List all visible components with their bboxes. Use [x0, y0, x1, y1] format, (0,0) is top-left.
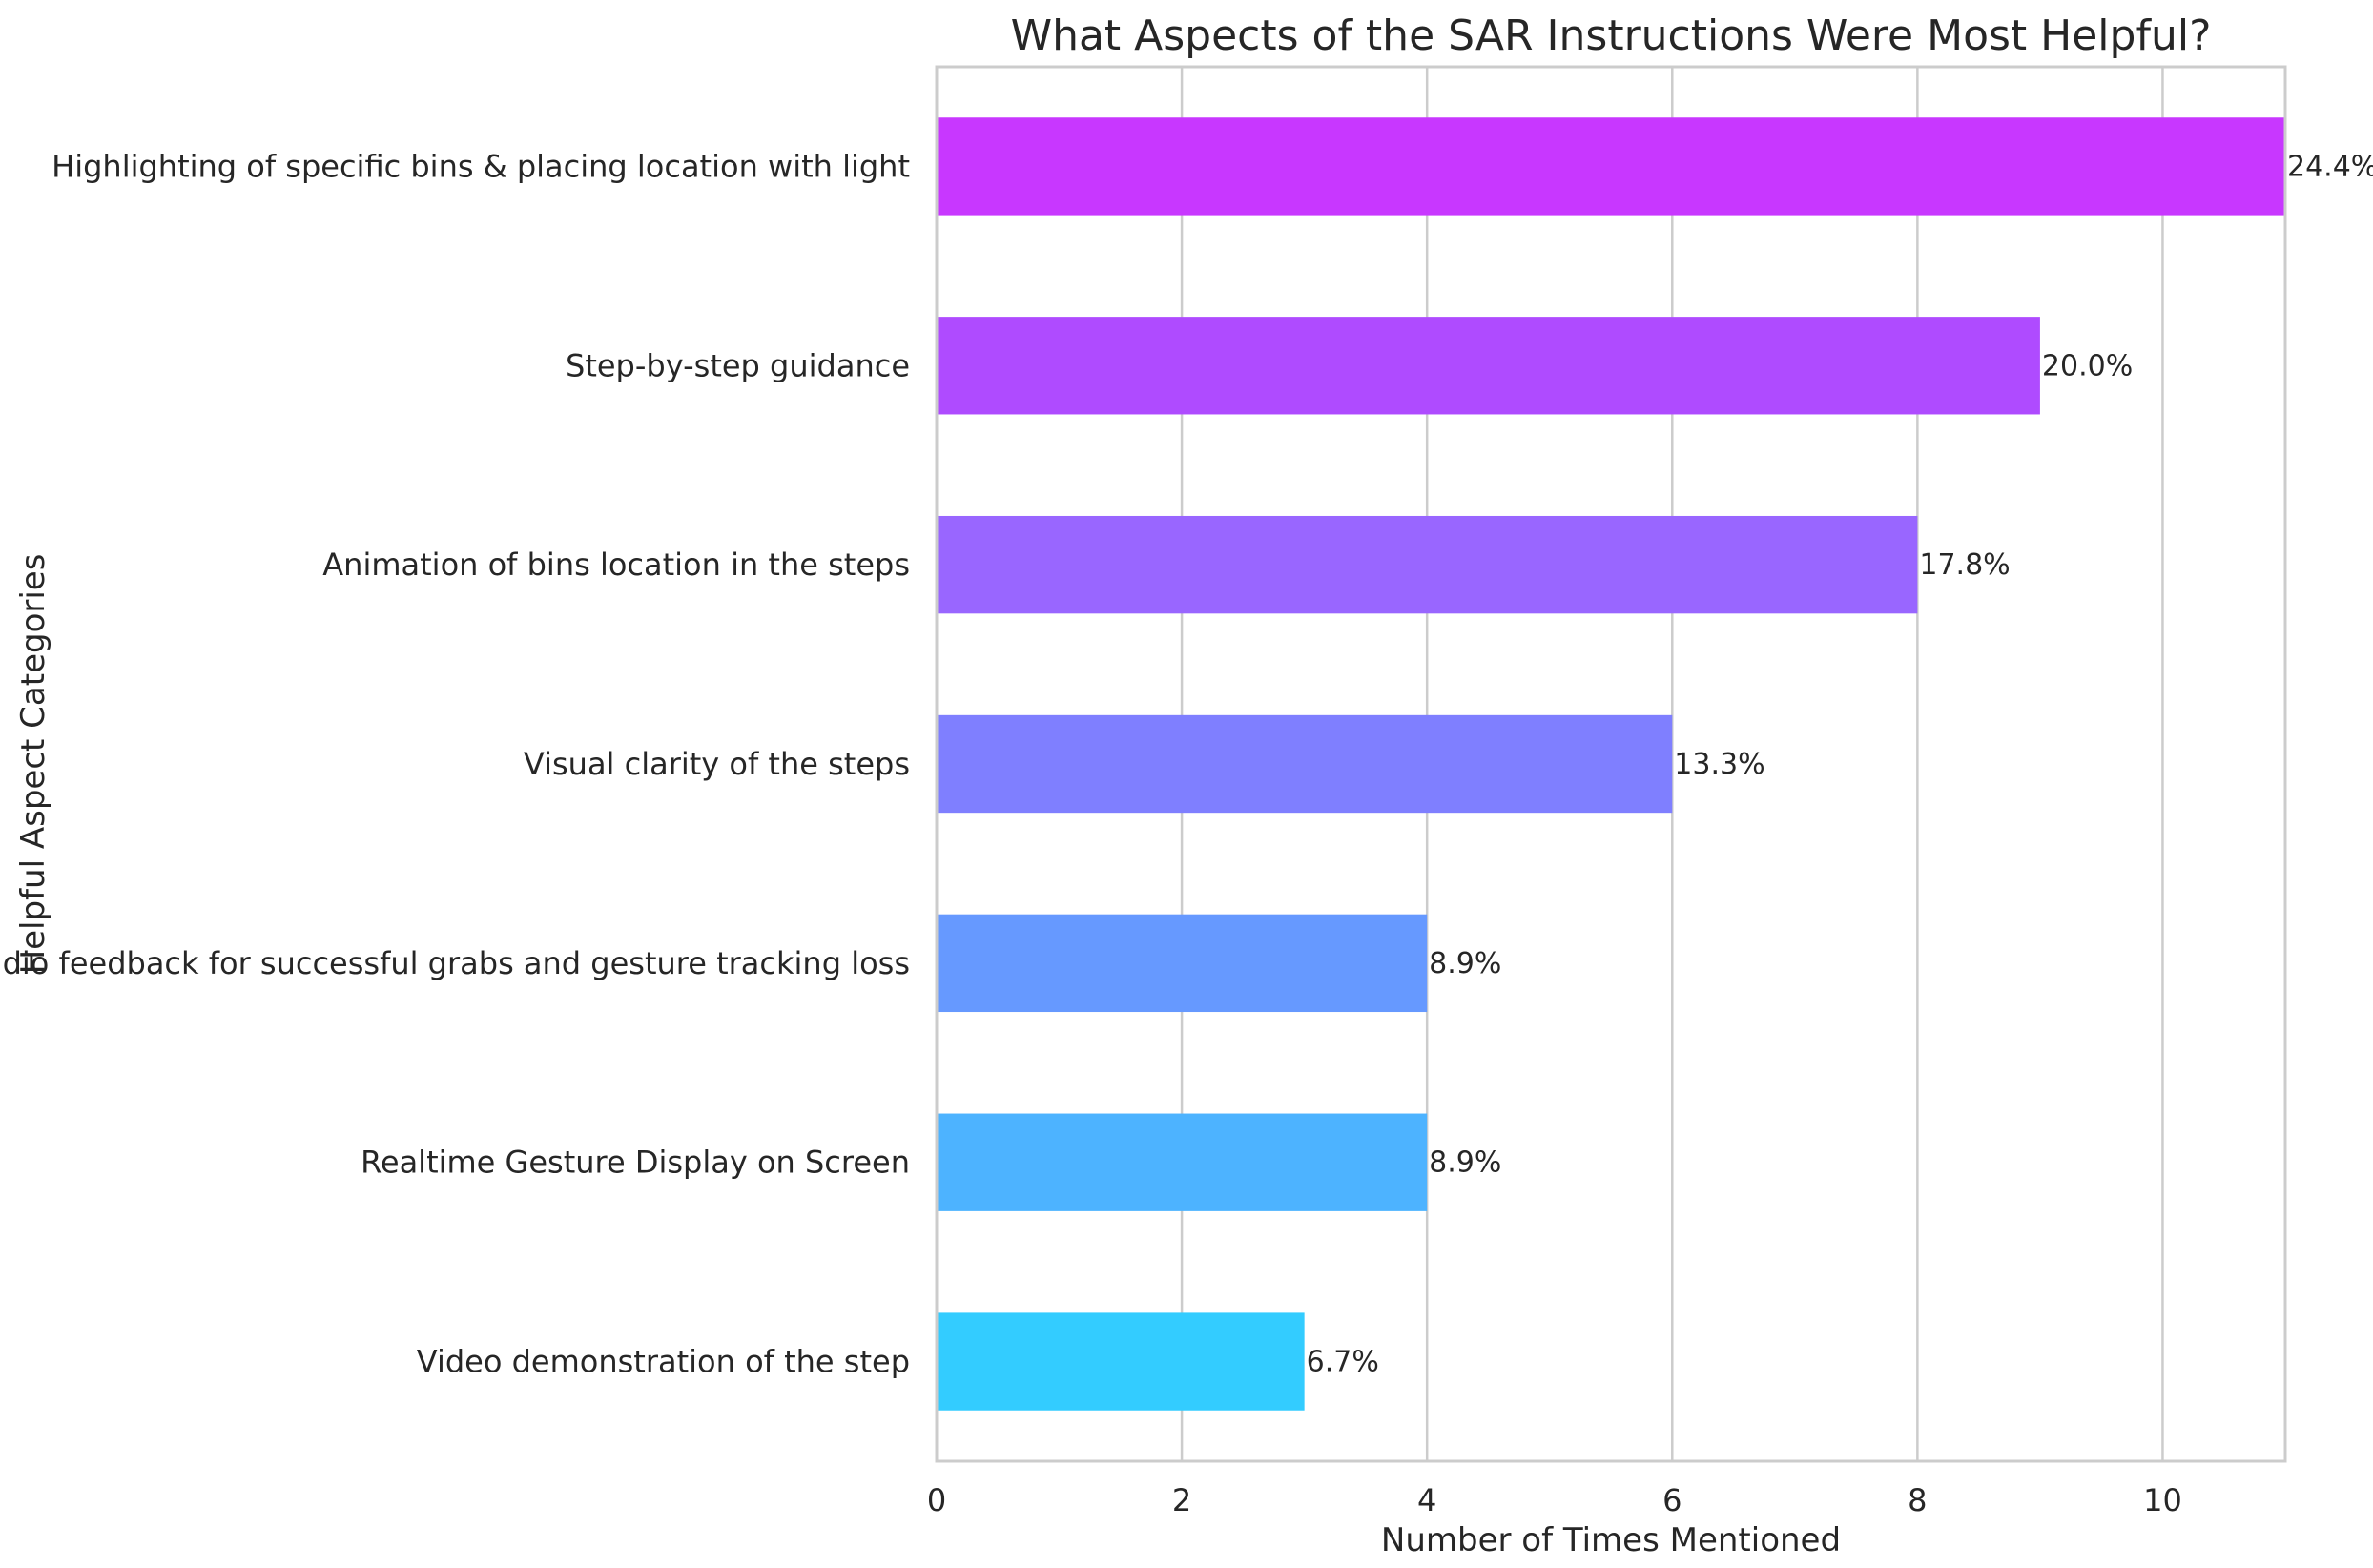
- category-label-5: Realtime Gesture Display on Screen: [361, 1145, 910, 1181]
- category-label-6: Video demonstration of the step: [417, 1344, 910, 1380]
- x-tick-label-3: 6: [1662, 1482, 1682, 1518]
- category-label-3: Visual clarity of the steps: [524, 746, 910, 782]
- data-label-4: 8.9%: [1429, 947, 1501, 980]
- chart-title: What Aspects of the SAR Instructions Wer…: [1011, 11, 2212, 60]
- plot-frame: [935, 65, 2287, 1463]
- x-tick-label-1: 2: [1172, 1482, 1191, 1518]
- x-axis-ticks: 0 2 4 6 8 10: [927, 1482, 2182, 1518]
- bar-3: [937, 714, 1673, 814]
- bar-0: [937, 117, 2285, 216]
- bar-4: [937, 914, 1428, 1013]
- data-label-6: 6.7%: [1307, 1346, 1379, 1379]
- category-label-1: Step-by-step guidance: [566, 347, 910, 383]
- x-tick-label-0: 0: [927, 1482, 946, 1518]
- y-axis-label: Helpful Aspect Categories: [14, 554, 52, 975]
- x-tick-label-4: 8: [1908, 1482, 1927, 1518]
- category-labels: Highlighting of specific bins & placing …: [0, 148, 910, 1379]
- category-label-0: Highlighting of specific bins & placing …: [52, 148, 910, 184]
- bar-6: [937, 1312, 1305, 1411]
- bar-2: [937, 515, 1918, 614]
- category-label-2: Animation of bins location in the steps: [322, 547, 910, 583]
- data-label-2: 17.8%: [1919, 548, 2010, 582]
- bars: [937, 117, 2285, 1411]
- bar-5: [937, 1113, 1428, 1211]
- data-label-5: 8.9%: [1429, 1146, 1501, 1180]
- x-tick-label-5: 10: [2143, 1482, 2182, 1518]
- data-label-1: 20.0%: [2042, 349, 2133, 382]
- data-label-3: 13.3%: [1674, 748, 1764, 781]
- x-tick-label-2: 4: [1417, 1482, 1436, 1518]
- x-axis-label: Number of Times Mentioned: [1381, 1521, 1841, 1559]
- bar-1: [937, 317, 2040, 415]
- category-label-4: Audio feedback for successful grabs and …: [0, 945, 910, 981]
- data-label-0: 24.4%: [2287, 150, 2373, 183]
- data-labels: 24.4% 20.0% 17.8% 13.3% 8.9% 8.9% 6.7%: [1307, 150, 2373, 1378]
